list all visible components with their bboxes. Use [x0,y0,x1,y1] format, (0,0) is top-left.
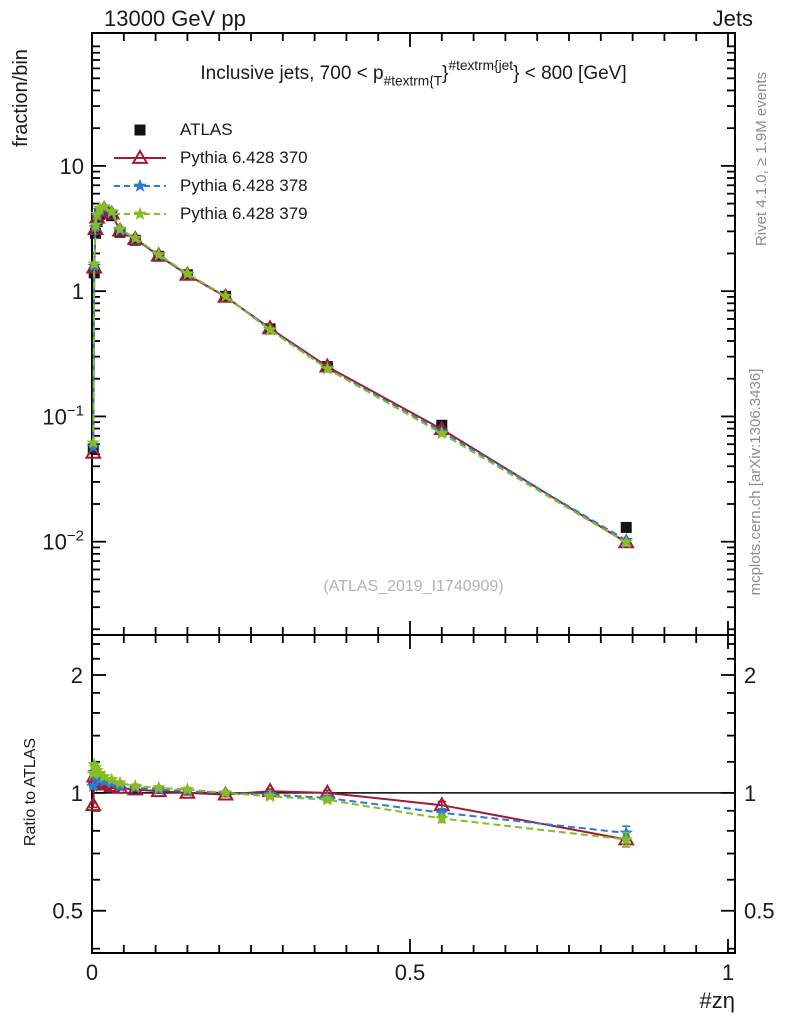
y-axis-label-ratio: Ratio to ATLAS [22,737,39,847]
legend-label: Pythia 6.428 379 [180,204,308,223]
svg-text:0.5: 0.5 [52,899,83,924]
atlas-marker-icon [134,124,146,136]
svg-text:0.5: 0.5 [744,899,775,924]
plot-title-suffix: < 800 [GeV] [519,62,627,84]
plot-title-brace1: } [442,62,449,84]
header-analysis-label: Jets [712,6,753,31]
svg-text:10−2: 10−2 [42,528,84,555]
svg-text:1: 1 [72,279,84,304]
plot-frames [91,32,736,954]
legend-item-pythia-370: Pythia 6.428 370 [112,144,308,172]
svg-text:0: 0 [86,960,98,985]
legend-label: Pythia 6.428 370 [180,148,308,167]
plot-title-superscript: #textrm{jet [448,58,514,73]
series-pythia-6-428-378 [86,200,634,841]
header-beam-energy: 13000 GeV pp [104,6,246,31]
pythia-370-marker-icon [114,148,166,164]
svg-text:2: 2 [71,663,83,688]
svg-text:1: 1 [722,960,734,985]
legend-label: ATLAS [180,120,233,139]
svg-text:2: 2 [744,663,756,688]
x-axis-label: #zη [699,988,735,1013]
svg-text:10: 10 [60,154,84,179]
series-pythia-6-428-370 [84,200,635,848]
plot-title-subscript: #textrm{T [383,73,443,89]
plot-title-brace2: } [513,62,520,84]
pythia-378-marker-icon [114,178,166,192]
plot-title-prefix: Inclusive jets, 700 < p [200,62,384,84]
svg-text:1: 1 [744,781,756,806]
side-note-rivet: Rivet 4.1.0, ≥ 1.9M events [753,71,770,247]
side-note-mcplots: mcplots.cern.ch [arXiv:1306.3436] [747,368,764,596]
analysis-watermark: (ATLAS_2019_I1740909) [323,578,504,595]
y-axis-label-main: fraction/bin [10,49,32,147]
legend-item-pythia-378: Pythia 6.428 378 [112,172,308,200]
svg-text:0.5: 0.5 [395,960,426,985]
series-pythia-6-428-379 [86,199,634,848]
svg-text:10−1: 10−1 [42,402,84,429]
y-axis-ticks-ratio [92,643,735,950]
legend-label: Pythia 6.428 378 [180,176,308,195]
series-atlas [87,206,632,533]
x-axis-ticks [91,33,729,953]
legend-item-atlas: ATLAS [112,116,308,144]
pythia-379-marker-icon [114,206,166,220]
legend-item-pythia-379: Pythia 6.428 379 [112,200,308,228]
axis-tick-labels: 10 1 10−1 10−2 2 2 1 1 0.5 0.5 0 0.5 1 [42,154,774,985]
svg-text:1: 1 [71,781,83,806]
plot-title: Inclusive jets, 700 < p#textrm{T}#textrm… [92,58,735,89]
legend: ATLAS Pythia 6.428 370 Pythia 6.428 378 … [112,116,308,228]
